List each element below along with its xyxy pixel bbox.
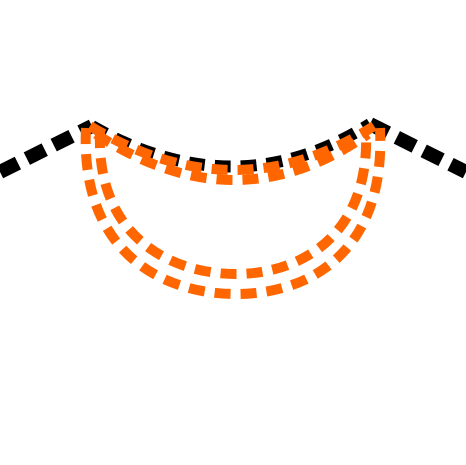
stitch-line-upper-u bbox=[94, 131, 372, 280]
stitch-line-lower-u bbox=[80, 127, 386, 300]
garment-body bbox=[0, 124, 466, 465]
stitch-line-inner-top bbox=[87, 121, 377, 175]
stitch-line-top bbox=[93, 129, 371, 185]
neckline-edge bbox=[89, 118, 374, 173]
right-shoulder-seam bbox=[366, 117, 466, 179]
left-shoulder-seam bbox=[0, 119, 96, 179]
